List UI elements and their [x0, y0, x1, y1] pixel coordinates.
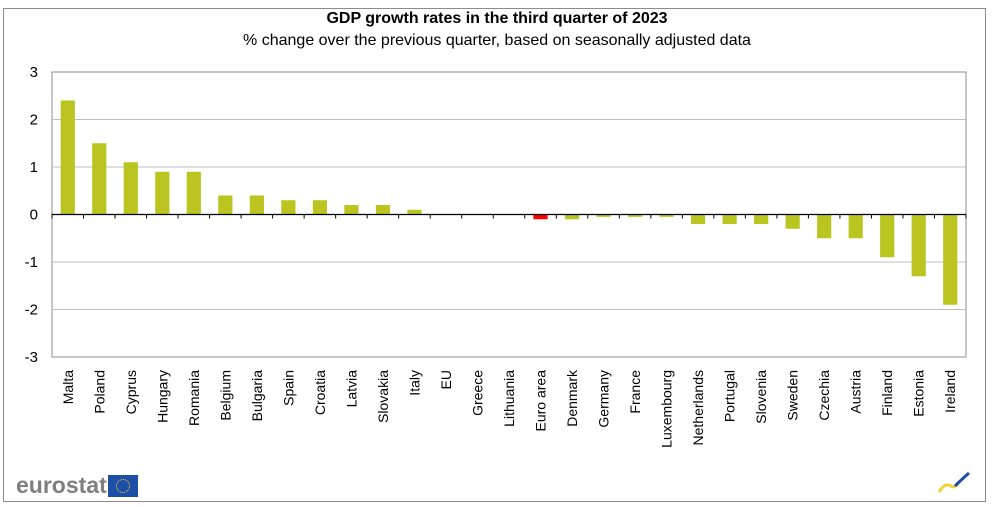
x-tick-label: Cyprus	[123, 370, 139, 414]
x-tick-label: Finland	[879, 370, 895, 416]
bar-belgium	[218, 195, 233, 215]
x-tick-label: Greece	[469, 370, 485, 416]
y-tick-label: -1	[25, 254, 38, 271]
bar-netherlands	[691, 214, 706, 224]
x-tick-label: Netherlands	[690, 370, 706, 446]
bar-croatia	[312, 200, 327, 215]
y-tick-label: 3	[30, 64, 38, 81]
x-tick-label: Bulgaria	[249, 370, 265, 422]
x-tick-label: Slovakia	[375, 370, 391, 423]
x-tick-label: Hungary	[154, 370, 170, 423]
eurostat-swoosh-icon	[937, 471, 970, 493]
x-tick-label: Euro area	[533, 370, 549, 432]
bar-spain	[281, 200, 296, 215]
bar-sweden	[785, 214, 800, 229]
x-tick-label: Croatia	[312, 370, 328, 415]
chart-subtitle: % change over the previous quarter, base…	[243, 32, 751, 49]
x-tick-label: Latvia	[343, 370, 359, 408]
bar-france	[627, 214, 643, 217]
bar-finland	[880, 214, 895, 258]
eu-flag-icon	[107, 474, 138, 497]
bar-slovakia	[375, 205, 391, 215]
x-tick-label: Estonia	[911, 370, 927, 417]
x-tick-label: Sweden	[785, 370, 801, 421]
x-tick-label: France	[627, 370, 643, 414]
bar-euro-area	[533, 214, 548, 220]
y-tick-label: 1	[30, 159, 38, 176]
x-tick-label: Austria	[848, 370, 864, 414]
y-tick-label: -2	[25, 302, 38, 319]
bar-germany	[596, 214, 611, 217]
x-tick-label: Romania	[186, 370, 202, 426]
bar-poland	[92, 143, 107, 215]
bar-malta	[60, 100, 75, 215]
x-tick-label: Czechia	[816, 370, 832, 421]
x-tick-label: Portugal	[722, 370, 738, 422]
y-tick-label: 2	[30, 112, 38, 129]
bar-austria	[848, 214, 863, 239]
eurostat-logo-text: eurostat	[16, 472, 107, 498]
bar-latvia	[344, 205, 359, 215]
y-tick-label: 0	[30, 207, 38, 224]
x-tick-label: Spain	[280, 370, 296, 406]
x-tick-label: Italy	[406, 370, 422, 396]
x-tick-label: Luxembourg	[659, 370, 675, 448]
y-tick-label: -3	[25, 349, 38, 366]
bar-ireland	[943, 214, 958, 305]
chart-title: GDP growth rates in the third quarter of…	[326, 10, 668, 27]
bar-italy	[407, 209, 422, 215]
bar-luxembourg	[659, 214, 674, 217]
chart-frame	[3, 8, 986, 502]
x-tick-label: Denmark	[564, 369, 580, 427]
bar-estonia	[911, 214, 926, 277]
bar-hungary	[155, 171, 170, 215]
x-tick-label: Germany	[596, 370, 612, 428]
x-tick-label: EU	[438, 370, 454, 389]
bar-bulgaria	[249, 195, 264, 215]
bar-cyprus	[123, 162, 138, 215]
x-tick-label: Poland	[91, 370, 107, 414]
bar-czechia	[817, 214, 832, 239]
bar-romania	[186, 171, 201, 215]
x-tick-label: Lithuania	[501, 370, 517, 427]
bar-portugal	[722, 214, 737, 224]
x-tick-label: Slovenia	[753, 370, 769, 424]
x-tick-label: Belgium	[217, 370, 233, 421]
eurostat-logo: eurostat	[16, 472, 138, 499]
x-tick-label: Malta	[60, 370, 76, 404]
bar-slovenia	[754, 214, 769, 224]
x-tick-label: Ireland	[942, 370, 958, 413]
bar-denmark	[564, 214, 580, 220]
